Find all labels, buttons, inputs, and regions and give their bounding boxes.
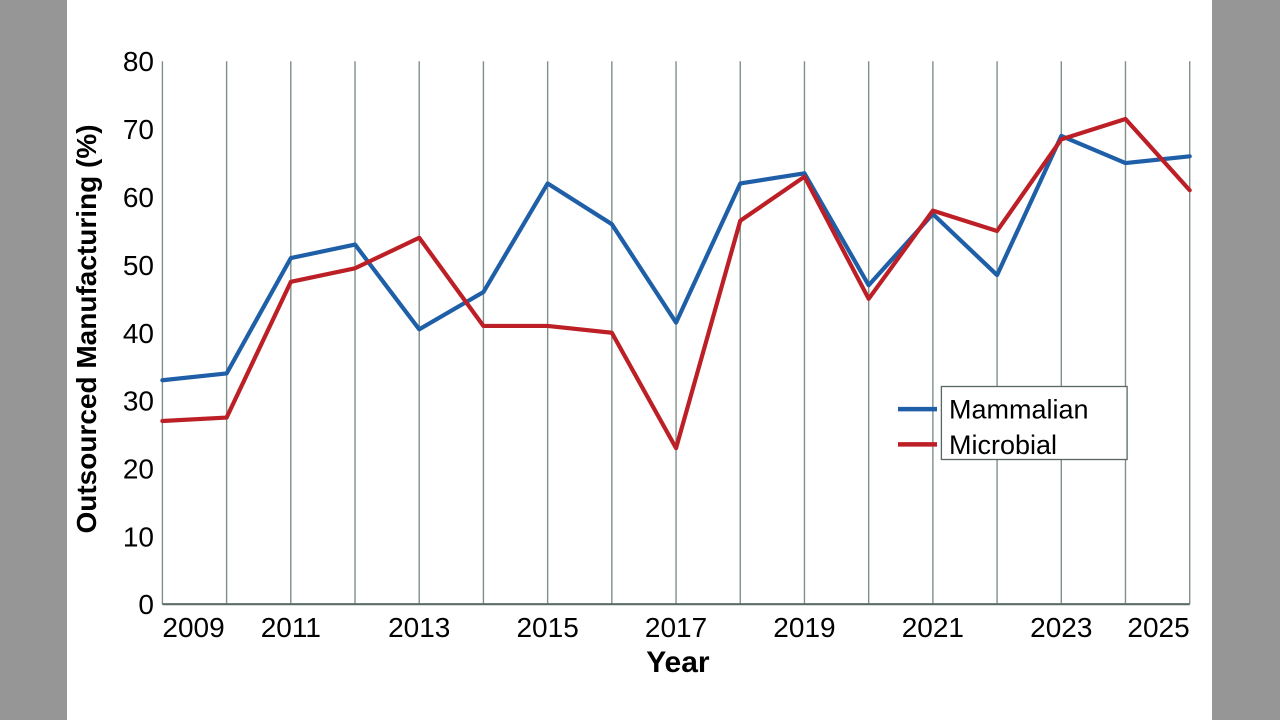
svg-text:70: 70	[123, 114, 154, 145]
svg-text:60: 60	[123, 182, 154, 213]
svg-text:Microbial: Microbial	[949, 430, 1057, 460]
svg-text:30: 30	[123, 386, 154, 417]
svg-text:Mammalian: Mammalian	[949, 395, 1089, 425]
svg-text:2021: 2021	[902, 612, 964, 643]
svg-text:0: 0	[138, 589, 154, 620]
svg-text:2019: 2019	[773, 612, 835, 643]
svg-text:2011: 2011	[261, 612, 321, 643]
svg-text:80: 80	[123, 46, 154, 77]
svg-text:20: 20	[123, 453, 154, 484]
svg-text:2025: 2025	[1127, 612, 1189, 643]
svg-text:50: 50	[123, 250, 154, 281]
svg-text:2015: 2015	[516, 612, 578, 643]
svg-text:Year: Year	[646, 646, 710, 679]
svg-text:Outsourced Manufacturing (%): Outsourced Manufacturing (%)	[71, 124, 102, 533]
svg-text:2013: 2013	[388, 612, 450, 643]
svg-text:10: 10	[123, 521, 154, 552]
svg-text:2009: 2009	[162, 612, 224, 643]
svg-text:40: 40	[123, 318, 154, 349]
svg-text:2023: 2023	[1030, 612, 1092, 643]
svg-text:2017: 2017	[645, 612, 707, 643]
